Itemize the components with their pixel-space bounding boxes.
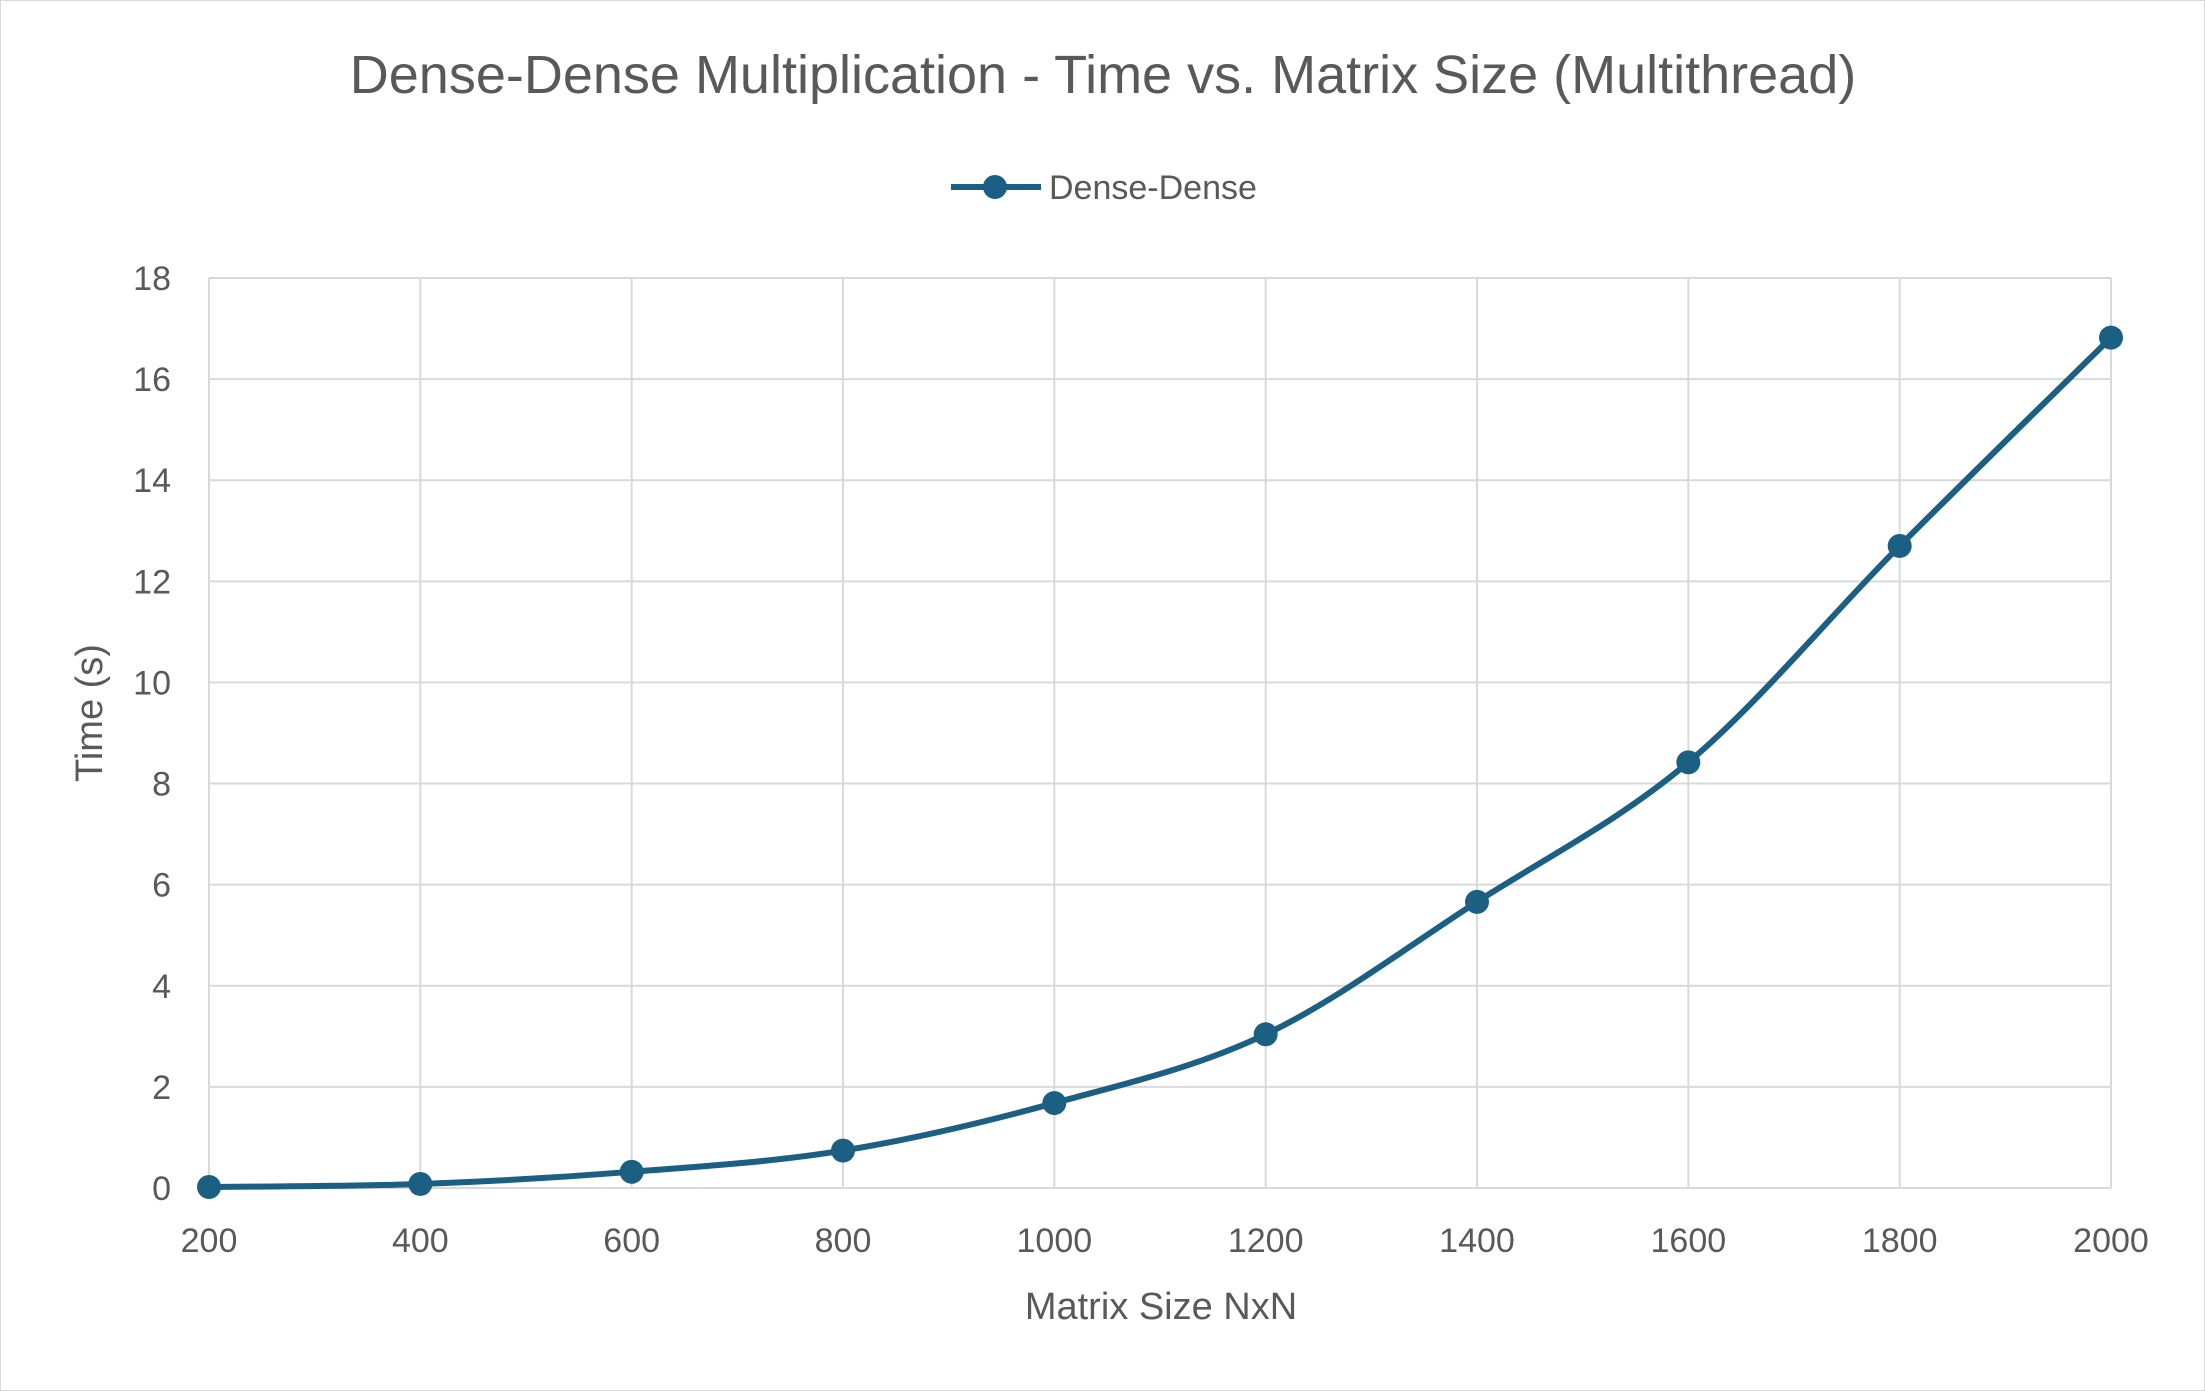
y-tick-label-8: 16 [133,361,171,399]
chart-title: Dense-Dense Multiplication - Time vs. Ma… [350,45,1856,105]
x-tick-label-1: 400 [392,1222,449,1260]
x-tick-label-6: 1400 [1439,1222,1515,1260]
data-point-200 [197,1174,221,1199]
y-axis-tick-labels: 0 2 4 6 8 10 12 14 16 18 [133,260,171,1208]
x-tick-label-7: 1600 [1651,1222,1727,1260]
x-tick-label-9: 2000 [2073,1222,2149,1260]
x-tick-label-2: 600 [603,1222,660,1260]
y-tick-label-3: 6 [152,867,171,905]
data-point-1600 [1676,750,1701,775]
data-point-800 [831,1138,855,1163]
data-point-1800 [1887,533,1912,558]
x-tick-label-3: 800 [815,1222,872,1260]
y-axis-title: Time (s) [69,644,111,782]
series-line-dense-dense [206,334,2114,1190]
y-tick-label-5: 10 [133,664,171,702]
legend: Dense-Dense [951,169,1257,207]
x-axis-tick-labels: 200 400 600 800 1000 1200 1400 1600 1800 2000 [181,1222,2149,1260]
y-tick-label-9: 18 [133,260,171,298]
y-tick-label-4: 8 [152,766,171,804]
y-tick-label-1: 2 [152,1069,171,1107]
data-point-1400 [1465,889,1489,914]
legend-label-dense-dense: Dense-Dense [1049,169,1257,207]
data-point-400 [408,1171,433,1196]
y-tick-label-2: 4 [152,968,171,1006]
x-tick-label-8: 1800 [1862,1222,1938,1260]
x-tick-label-0: 200 [181,1222,238,1260]
y-tick-label-0: 0 [152,1170,171,1208]
data-point-1200 [1253,1022,1278,1047]
x-tick-label-4: 1000 [1017,1222,1093,1260]
legend-point-marker [983,175,1007,199]
data-point-600 [619,1159,644,1184]
series-points-dense-dense [197,325,2123,1199]
x-axis-title: Matrix Size NxN [1025,1286,1297,1328]
x-tick-label-5: 1200 [1228,1222,1304,1260]
data-point-2000 [2099,325,2123,350]
grid [208,277,2112,1189]
y-tick-label-7: 14 [133,462,171,500]
data-point-1000 [1042,1091,1067,1116]
y-tick-label-6: 12 [133,563,171,601]
